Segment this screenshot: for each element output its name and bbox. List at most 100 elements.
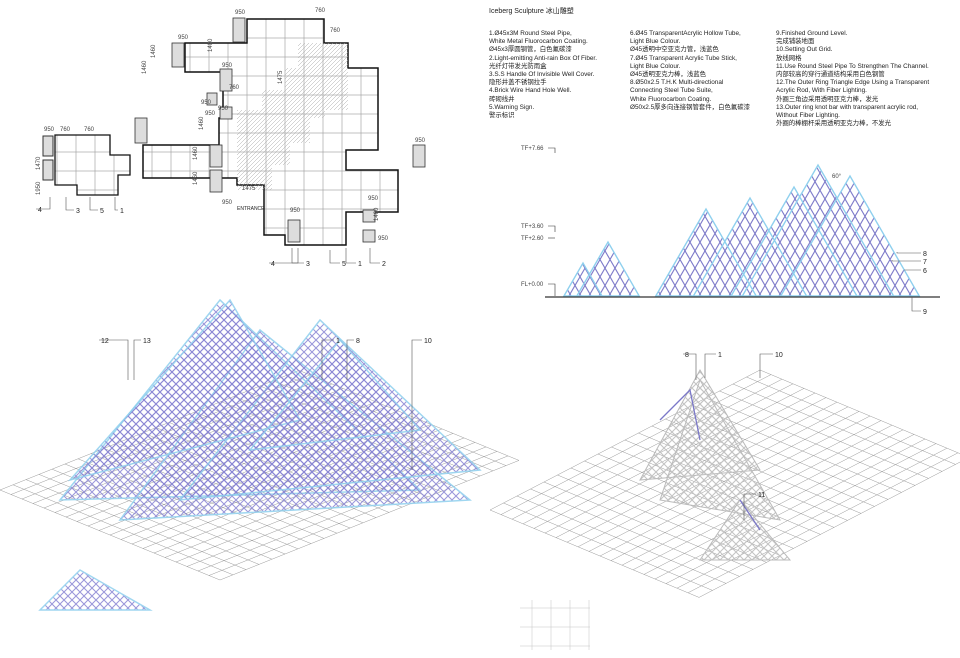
elevation-callout: 6 [923, 268, 927, 275]
small-plan-callout: 4 [38, 207, 42, 214]
iso-callout: 8 [685, 352, 689, 359]
grid-line [503, 502, 713, 591]
grid-line [705, 397, 916, 486]
small-plan-callout: 3 [76, 208, 80, 215]
iso-callout: 13 [143, 338, 151, 345]
grid-line [687, 452, 959, 594]
entrance-label: ENTRANCE [237, 206, 265, 212]
dimension-label: 760 [60, 127, 71, 133]
leader-line [896, 252, 921, 254]
grid-line [654, 438, 926, 580]
legend-column-1: 1.Ø45x3M Round Steel Pipe, White Metal Fl… [489, 30, 597, 120]
level-marker [548, 225, 556, 232]
leader-line [704, 353, 716, 378]
iso-callout: 11 [758, 492, 765, 499]
angle-label: 60° [832, 174, 842, 180]
dimension-label: 950 [222, 63, 233, 69]
grid-line [500, 374, 772, 515]
dimension-label: 1460 [193, 171, 199, 185]
level-marker [548, 283, 556, 296]
dimension-label: 950 [235, 10, 246, 16]
elevation-callout: 7 [923, 259, 927, 266]
grid-line [746, 376, 956, 465]
plan-callout: 2 [382, 261, 386, 268]
leader-line [114, 197, 118, 211]
leader-line [36, 197, 51, 210]
dimension-label: 760 [315, 8, 326, 14]
leader-line [369, 248, 380, 264]
dimension-label: 950 [368, 196, 379, 202]
elevation-callout: 9 [923, 309, 927, 316]
leader-line [329, 250, 340, 264]
grid-line [511, 378, 783, 520]
dimension-label: 950 [290, 208, 301, 214]
grid-line [489, 369, 761, 511]
level-label: TF+3.60 [521, 224, 544, 230]
iso-callout: 1 [336, 338, 340, 345]
level-label: TF+2.60 [521, 236, 544, 242]
iso-callout: 1 [718, 352, 722, 359]
dimension-label: 1460 [199, 116, 205, 130]
small-plan: 950 760 760 1470 1950 4 3 5 1 [36, 127, 131, 215]
dimension-label: 1460 [151, 44, 157, 58]
leader-line [743, 493, 756, 520]
leader-line [345, 248, 356, 264]
structure-frame [659, 378, 781, 521]
level-marker [548, 147, 556, 153]
leader-line [99, 339, 129, 380]
dimension-label: 950 [378, 236, 389, 242]
grid-line [732, 383, 943, 472]
grid-fragment [520, 600, 590, 650]
dimension-label: 950 [415, 138, 426, 144]
sculpture-frame [67, 298, 302, 482]
plan-callout: 1 [358, 261, 362, 268]
drawing-title: Iceberg Sculpture 冰山雕塑 [489, 8, 574, 15]
legend-column-2: 6.Ø45 TransparentAcrylic Hollow Tube, Lig… [630, 30, 751, 111]
dimension-label: 950 [218, 106, 229, 112]
iso-callout: 8 [356, 338, 360, 345]
iso-callout: 12 [101, 338, 109, 345]
grid-line [719, 390, 929, 479]
grid-line [698, 461, 960, 598]
plan-callout: 5 [342, 261, 346, 268]
leader-line [133, 339, 141, 380]
leader-line [911, 297, 921, 312]
dimension-label: 950 [201, 100, 212, 106]
dimension-label: 950 [222, 200, 233, 206]
dimension-label: 760 [330, 28, 341, 34]
plan-callout: 3 [306, 261, 310, 268]
sculpture-frame [38, 569, 153, 611]
sculpture-frame [248, 338, 422, 451]
legend-column-3: 9.Finished Ground Level. 完成铺装地面 10.Setting… [776, 30, 930, 128]
grid-line [676, 447, 948, 589]
leader-line [89, 197, 98, 211]
leader-line [346, 339, 354, 380]
structure-frame [699, 499, 792, 561]
dimension-label: 1470 [36, 156, 42, 170]
grid-line [219, 460, 520, 581]
small-plan-callout: 1 [120, 208, 124, 215]
dimension-label: 1460 [142, 60, 148, 74]
grid-line [516, 495, 727, 584]
dimension-label: 950 [178, 35, 189, 41]
level-label: FL+0.00 [521, 282, 544, 288]
dimension-label: 950 [44, 127, 55, 133]
level-label: TF+7.66 [521, 146, 544, 152]
leader-line [759, 353, 773, 378]
plan-callout: 4 [271, 261, 275, 268]
iso-callout: 10 [424, 338, 432, 345]
dimension-label: 1460 [193, 146, 199, 160]
elevation: TF+7.66 TF+3.60 TF+2.60 FL+0.00 60° 87 6 9 [521, 146, 940, 316]
leader-line [411, 339, 422, 470]
leader-line [683, 353, 697, 380]
grid-line [643, 434, 915, 575]
outer-edge [659, 388, 701, 441]
dimension-label: 1460 [374, 207, 380, 221]
dimension-label: 760 [229, 85, 240, 91]
leader-line [891, 260, 921, 262]
dimension-label: 1475 [242, 186, 256, 192]
dimension-label: 950 [205, 111, 216, 117]
leader-line [321, 339, 334, 380]
grid-line [208, 455, 509, 576]
